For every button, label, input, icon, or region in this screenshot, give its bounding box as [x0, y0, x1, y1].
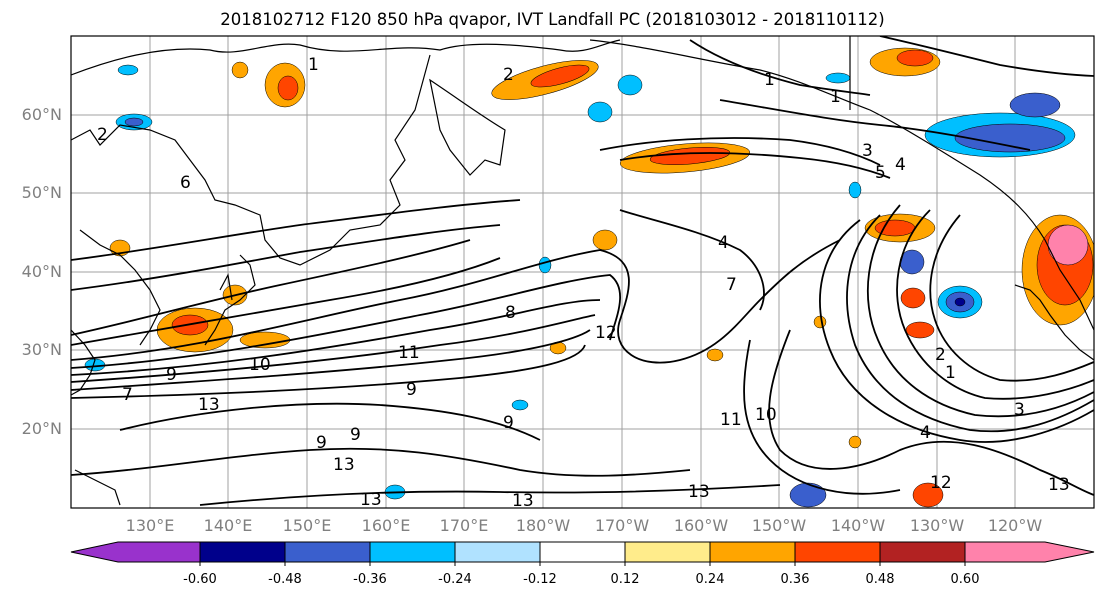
contour-label: 1: [308, 55, 319, 75]
contour-label: 4: [895, 155, 906, 175]
contour-label: 6: [180, 173, 191, 193]
colorbar-label: -0.60: [183, 572, 217, 587]
lat-label-50n: 50°N: [21, 183, 62, 202]
contour-label: 4: [718, 233, 729, 253]
lat-label-60n: 60°N: [21, 105, 62, 124]
map-frame: [70, 35, 1095, 509]
colorbar-label: 0.36: [780, 572, 810, 587]
colorbar-swatch: [454, 541, 541, 563]
lat-label-30n: 30°N: [21, 340, 62, 359]
lon-label: 150°E: [282, 516, 332, 535]
contour-label: 11: [398, 343, 420, 363]
contour-label: 9: [503, 413, 514, 433]
colorbar-label: 0.24: [695, 572, 725, 587]
colorbar: [70, 541, 1095, 566]
lon-label: 180°W: [515, 516, 571, 535]
colorbar-swatch: [879, 541, 966, 563]
contour-label: 1: [945, 363, 956, 383]
contour-label: 9: [406, 380, 417, 400]
contour-label: 13: [1048, 475, 1070, 495]
map-title: 2018102712 F120 850 hPa qvapor, IVT Land…: [220, 10, 885, 29]
colorbar-label: -0.36: [353, 572, 387, 587]
contour-label: 9: [350, 425, 361, 445]
contour-label: 7: [122, 385, 133, 405]
contour-label: 2: [935, 345, 946, 365]
contour-label: 9: [166, 365, 177, 385]
lon-label: 130°E: [125, 516, 175, 535]
contour-label: 10: [249, 355, 271, 375]
colorbar-label: 0.48: [865, 572, 895, 587]
lat-label-20n: 20°N: [21, 419, 62, 438]
colorbar-label: 0.60: [950, 572, 980, 587]
contour-label: 5: [875, 163, 886, 183]
colorbar-low-extend: [70, 541, 201, 563]
colorbar-swatch: [794, 541, 881, 563]
contour-label: 2: [503, 65, 514, 85]
colorbar-swatch: [539, 541, 626, 563]
contour-label: 8: [505, 303, 516, 323]
contour-label: 13: [198, 395, 220, 415]
contour-label: 1: [764, 70, 775, 90]
contour-label: 12: [930, 473, 952, 493]
contour-label: 3: [1014, 400, 1025, 420]
contour-label: 10: [755, 405, 777, 425]
contour-label: 3: [862, 141, 873, 161]
lon-label: 150°W: [751, 516, 807, 535]
contour-label: 12: [595, 323, 617, 343]
lon-label: 120°W: [987, 516, 1043, 535]
lon-label: 160°W: [673, 516, 729, 535]
colorbar-label: -0.24: [438, 572, 472, 587]
lon-label: 170°W: [594, 516, 650, 535]
lat-label-40n: 40°N: [21, 262, 62, 281]
contour-label: 13: [360, 490, 382, 510]
colorbar-label: -0.48: [268, 572, 302, 587]
colorbar-swatch: [709, 541, 796, 563]
colorbar-swatch: [199, 541, 286, 563]
coastlines: [71, 36, 1094, 506]
contour-label: 13: [688, 482, 710, 502]
contour-label: 11: [720, 410, 742, 430]
contour-label: 13: [333, 455, 355, 475]
colorbar-label: 0.12: [610, 572, 640, 587]
lon-label: 170°E: [439, 516, 489, 535]
contour-label: 9: [316, 433, 327, 453]
map-plot: 1 2 1 1 3 4 5 2 6 4 7 8 12 11 10 9 7 13 …: [71, 36, 1094, 511]
contour-label: 7: [726, 275, 737, 295]
lon-label: 160°E: [361, 516, 411, 535]
contour-label: 2: [97, 125, 108, 145]
colorbar-label: -0.12: [523, 572, 557, 587]
colorbar-high-extend: [964, 541, 1095, 563]
lon-label: 130°W: [909, 516, 965, 535]
gridlines: [71, 36, 1094, 508]
contour-label: 13: [512, 491, 534, 511]
colorbar-swatch: [369, 541, 456, 563]
contour-label: 4: [920, 423, 931, 443]
colorbar-swatch: [624, 541, 711, 563]
ivt-contours: [71, 36, 1094, 506]
contour-label: 1: [830, 87, 841, 107]
lon-label: 140°W: [830, 516, 886, 535]
lon-label: 140°E: [203, 516, 253, 535]
contour-labels: 1 2 1 1 3 4 5 2 6 4 7 8 12 11 10 9 7 13 …: [97, 55, 1070, 511]
colorbar-swatch: [284, 541, 371, 563]
